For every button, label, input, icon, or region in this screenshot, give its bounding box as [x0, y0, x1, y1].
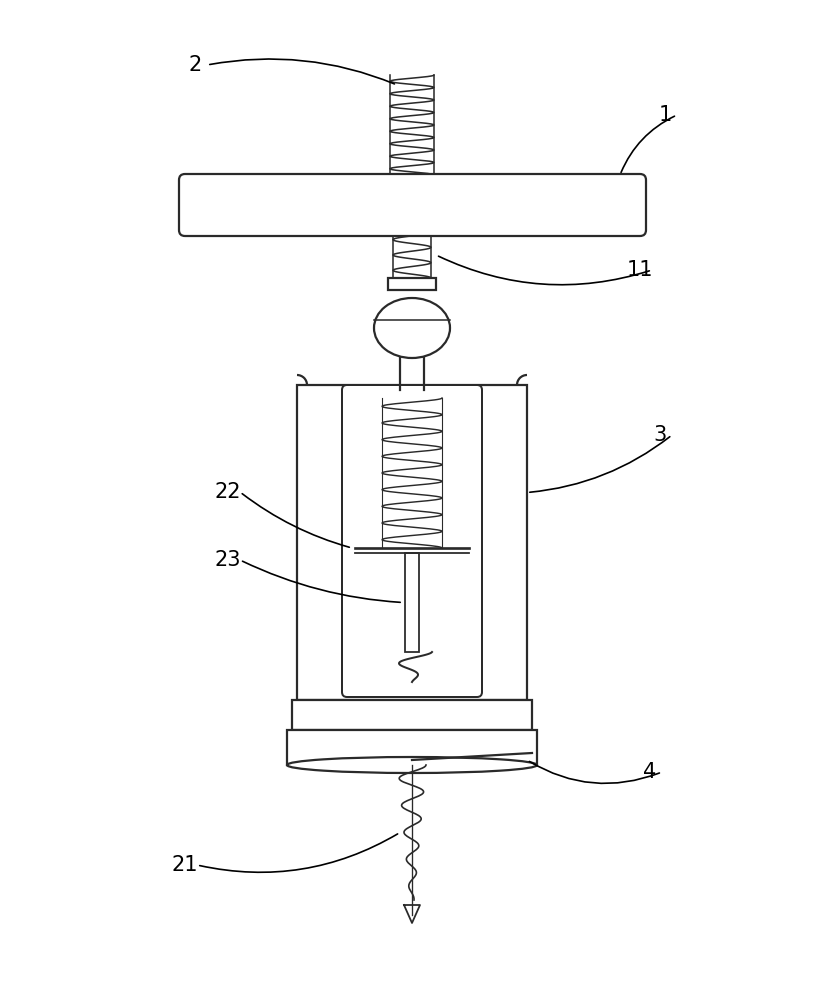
- Text: 21: 21: [171, 855, 199, 875]
- Bar: [287, 730, 537, 765]
- Text: 2: 2: [189, 55, 202, 75]
- Text: 11: 11: [627, 260, 653, 280]
- Text: 3: 3: [653, 425, 667, 445]
- Polygon shape: [388, 278, 436, 290]
- Ellipse shape: [287, 757, 537, 773]
- Text: 1: 1: [658, 105, 672, 125]
- Bar: [292, 700, 532, 730]
- FancyBboxPatch shape: [342, 385, 482, 697]
- Bar: [405, 553, 419, 652]
- Ellipse shape: [374, 298, 450, 358]
- FancyBboxPatch shape: [179, 174, 646, 236]
- Text: 4: 4: [644, 762, 657, 782]
- Text: 22: 22: [215, 482, 241, 502]
- Bar: [297, 385, 527, 700]
- Text: 23: 23: [215, 550, 241, 570]
